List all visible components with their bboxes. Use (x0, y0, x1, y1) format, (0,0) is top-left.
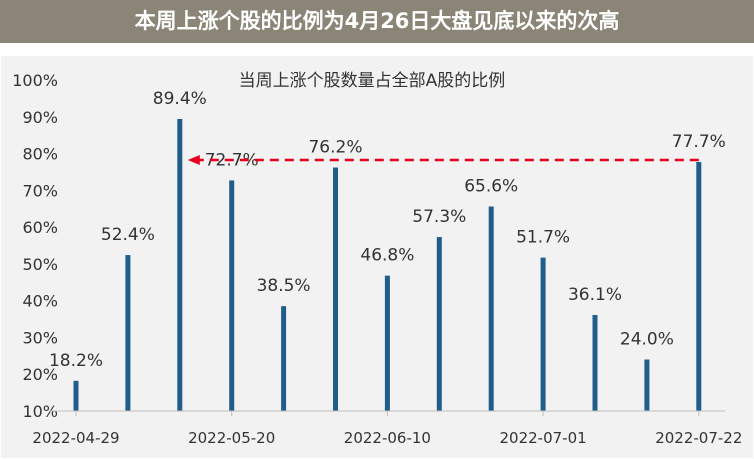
y-tick-label: 100% (12, 71, 58, 90)
y-tick-label: 60% (22, 218, 58, 237)
bar (436, 237, 442, 411)
chart-panel: 当周上涨个股数量占全部A股的比例 10% 20% 30% 40% 50% 60% 70% 80… (1, 56, 753, 458)
x-axis: 2022-04-29 2022-05-20 2022-06-10 2022-07-01… (32, 410, 742, 447)
bar (333, 167, 338, 411)
x-tick-label: 2022-04-29 (32, 429, 119, 447)
y-tick-label: 30% (22, 328, 58, 347)
y-tick-label: 70% (22, 181, 58, 200)
data-label: 18.2% (49, 351, 103, 371)
data-label: 57.3% (412, 207, 466, 227)
x-tick-label: 2022-07-22 (655, 429, 742, 447)
data-label: 51.7% (516, 228, 570, 248)
bar (488, 206, 494, 411)
bars (73, 118, 702, 412)
y-tick-label: 10% (22, 402, 58, 421)
bar (696, 162, 702, 411)
bar (644, 359, 650, 411)
banner-title: 本周上涨个股的比例为4月26日大盘见底以来的次高 (0, 0, 754, 43)
data-label: 24.0% (620, 330, 674, 350)
bar (177, 118, 183, 412)
bar (384, 275, 390, 411)
bar-chart: 当周上涨个股数量占全部A股的比例 10% 20% 30% 40% 50% 60% 70% 80… (12, 71, 742, 447)
arrow-head (187, 155, 200, 166)
data-label: 89.4% (153, 89, 207, 109)
y-tick-label: 90% (22, 108, 58, 127)
bar (281, 306, 287, 411)
bar (229, 180, 235, 411)
data-label: 77.7% (672, 132, 726, 152)
y-tick-label: 80% (22, 145, 58, 164)
data-label: 52.4% (101, 225, 155, 245)
x-tick-label: 2022-07-01 (500, 429, 587, 447)
data-label: 38.5% (257, 276, 311, 296)
data-label: 76.2% (308, 138, 362, 158)
bar (592, 315, 598, 411)
y-tick-label: 40% (22, 292, 58, 311)
data-label: 46.8% (360, 246, 414, 266)
x-tick-label: 2022-06-10 (344, 429, 431, 447)
x-tick-label: 2022-05-20 (188, 429, 275, 447)
data-label: 65.6% (464, 177, 518, 197)
data-labels: 18.2%52.4%89.4%72.7%38.5%76.2%46.8%57.3%… (49, 89, 726, 371)
y-axis: 10% 20% 30% 40% 50% 60% 70% 80% 90% 100% (12, 71, 58, 421)
data-label: 36.1% (568, 285, 622, 305)
y-tick-label: 50% (22, 255, 58, 274)
comparison-arrow (187, 155, 699, 166)
bar (125, 255, 131, 411)
bar (540, 257, 546, 411)
bar (73, 380, 79, 411)
y-tick-label: 20% (22, 365, 58, 384)
chart-title: 当周上涨个股数量占全部A股的比例 (239, 71, 506, 91)
